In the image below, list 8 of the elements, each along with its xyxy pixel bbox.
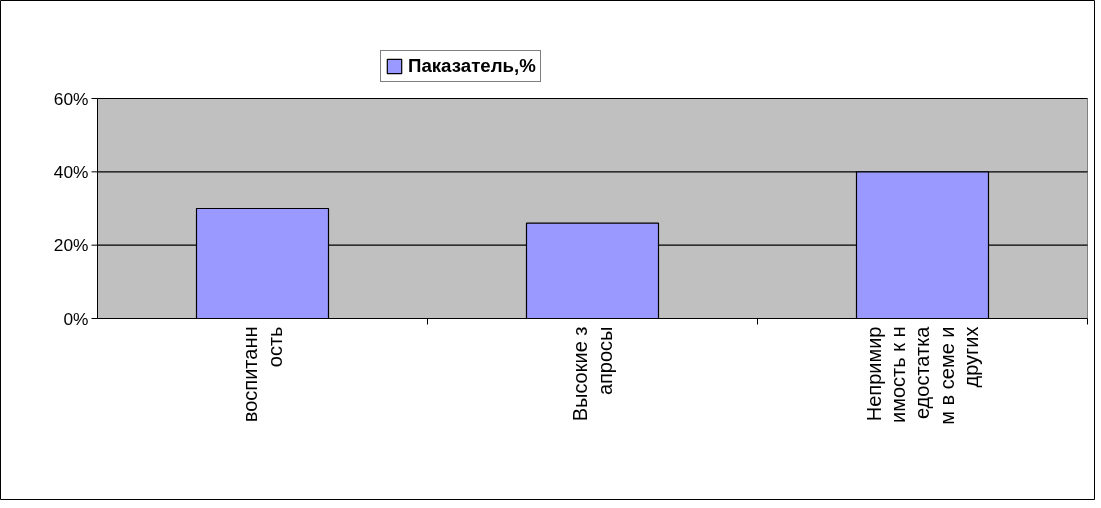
y-tick-label: 20% <box>53 235 89 256</box>
x-tick-label: Непримир имость к н едостатка м в семе и других <box>863 325 982 425</box>
x-tick-label: Высокие з апросы <box>569 326 616 422</box>
legend-label: Паказатель,% <box>408 55 536 77</box>
x-tick-label: воспитанн ость <box>239 326 286 423</box>
y-tick-label: 0% <box>63 308 89 329</box>
y-tick-label: 40% <box>53 161 89 182</box>
y-tick-label: 60% <box>53 88 89 109</box>
